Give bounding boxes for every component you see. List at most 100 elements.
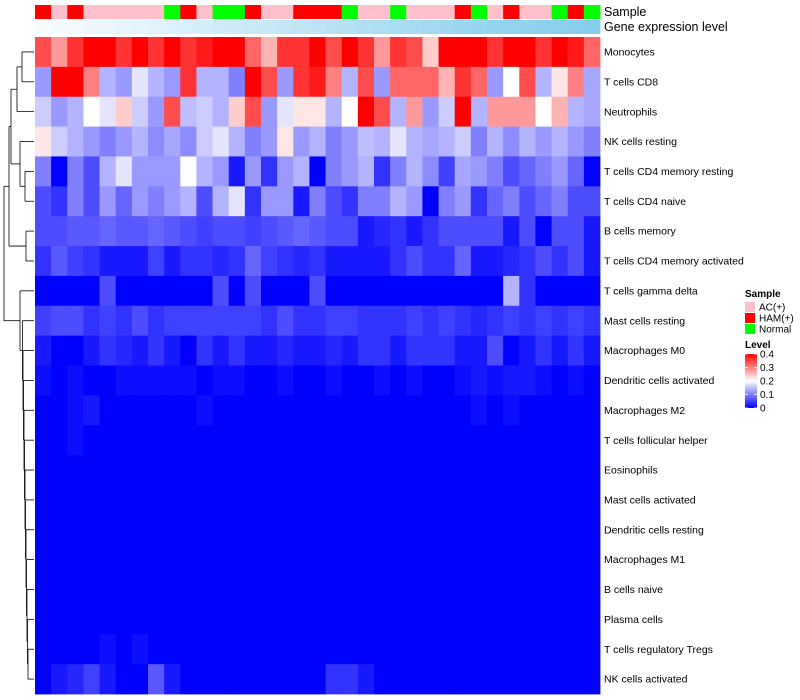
heatmap-cell [567,66,585,98]
heatmap-cell [341,156,359,187]
expression-annotation-cell [470,20,488,34]
heatmap-cell [196,514,213,546]
heatmap-cell [454,305,472,337]
heatmap-cell [438,96,456,127]
heatmap-cell [470,126,488,157]
heatmap-cell [131,96,149,127]
heatmap-cell [115,455,133,486]
heatmap-cell [164,126,181,157]
heatmap-cell [341,604,359,635]
heatmap-cell [51,96,68,127]
expression-annotation-cell [422,20,439,34]
heatmap-cell [357,335,375,366]
heatmap-cell [228,425,246,456]
heatmap-cell [244,425,262,456]
heatmap-cell [519,365,536,396]
heatmap-cell [551,335,569,366]
heatmap-cell [261,395,278,426]
heatmap-cell [261,544,278,575]
heatmap-cell [341,455,359,486]
heatmap-cell [228,216,246,247]
heatmap-cell [164,455,181,486]
row-label: Dendritic cells activated [604,375,714,387]
heatmap-cell [180,275,197,307]
heatmap-cell [325,484,343,516]
heatmap-cell [196,455,213,486]
heatmap-cell [228,126,246,157]
heatmap-cell [390,216,407,247]
heatmap-cell [99,395,117,426]
heatmap-cell [535,455,552,486]
heatmap-cell [583,126,601,157]
heatmap-cell [164,395,181,426]
heatmap-cell [390,126,407,157]
heatmap-cell [244,484,262,516]
legend-label: Normal [759,325,791,336]
heatmap-cell [277,664,294,695]
heatmap-cell [131,634,149,665]
sample-annotation-cell [83,5,100,19]
heatmap-cell [454,664,472,695]
expression-annotation-cell [551,20,569,34]
heatmap-cell [535,574,552,605]
heatmap-cell [567,305,585,337]
heatmap-cell [470,96,488,127]
heatmap-cell [67,216,84,247]
heatmap-cell [341,664,359,695]
heatmap-cell [164,484,181,516]
heatmap-cell [487,455,504,486]
heatmap-cell [180,604,197,635]
heatmap-cell [309,37,326,68]
heatmap-cell [470,484,488,516]
heatmap-cell [244,96,262,127]
heatmap-cell [261,156,278,187]
heatmap-cell [115,514,133,546]
heatmap-cell [422,574,439,605]
heatmap-cell [357,96,375,127]
heatmap-cell [67,126,84,157]
heatmap-cell [115,544,133,575]
heatmap-cell [422,37,439,68]
heatmap-cell [325,96,343,127]
heatmap-cell [212,455,230,486]
heatmap-cell [35,455,52,486]
heatmap-cell [454,275,472,307]
heatmap-cell [325,544,343,575]
heatmap-cell [148,246,165,277]
row-label: B cells naive [604,584,663,596]
heatmap-cell [487,335,504,366]
heatmap-cell [67,305,84,337]
heatmap-cell [293,305,310,337]
heatmap-cell [83,574,100,605]
heatmap-cell [519,395,536,426]
heatmap-cell [164,514,181,546]
heatmap-cell [567,514,585,546]
heatmap-cell [519,246,536,277]
heatmap-cell [551,664,569,695]
heatmap-cell [277,574,294,605]
heatmap-cell [422,514,439,546]
expression-annotation-cell [293,20,310,34]
heatmap-cell [487,395,504,426]
heatmap-cell [535,305,552,337]
heatmap-cell [551,365,569,396]
heatmap-cell [325,574,343,605]
legend-level-title: Level [745,340,771,351]
heatmap-cell [67,634,84,665]
heatmap-cell [519,574,536,605]
heatmap-cell [228,514,246,546]
expression-annotation-cell [487,20,504,34]
heatmap-cell [422,216,439,247]
heatmap-cell [390,335,407,366]
heatmap-cell [309,335,326,366]
heatmap-cell [228,186,246,217]
expression-annotation-cell [535,20,552,34]
heatmap-cell [487,574,504,605]
heatmap-cell [470,156,488,187]
heatmap-cell [390,246,407,277]
heatmap-cell [406,216,423,247]
sample-annotation-cell [374,5,391,19]
heatmap-cell [228,395,246,426]
heatmap-cell [454,216,472,247]
heatmap-cell [567,216,585,247]
